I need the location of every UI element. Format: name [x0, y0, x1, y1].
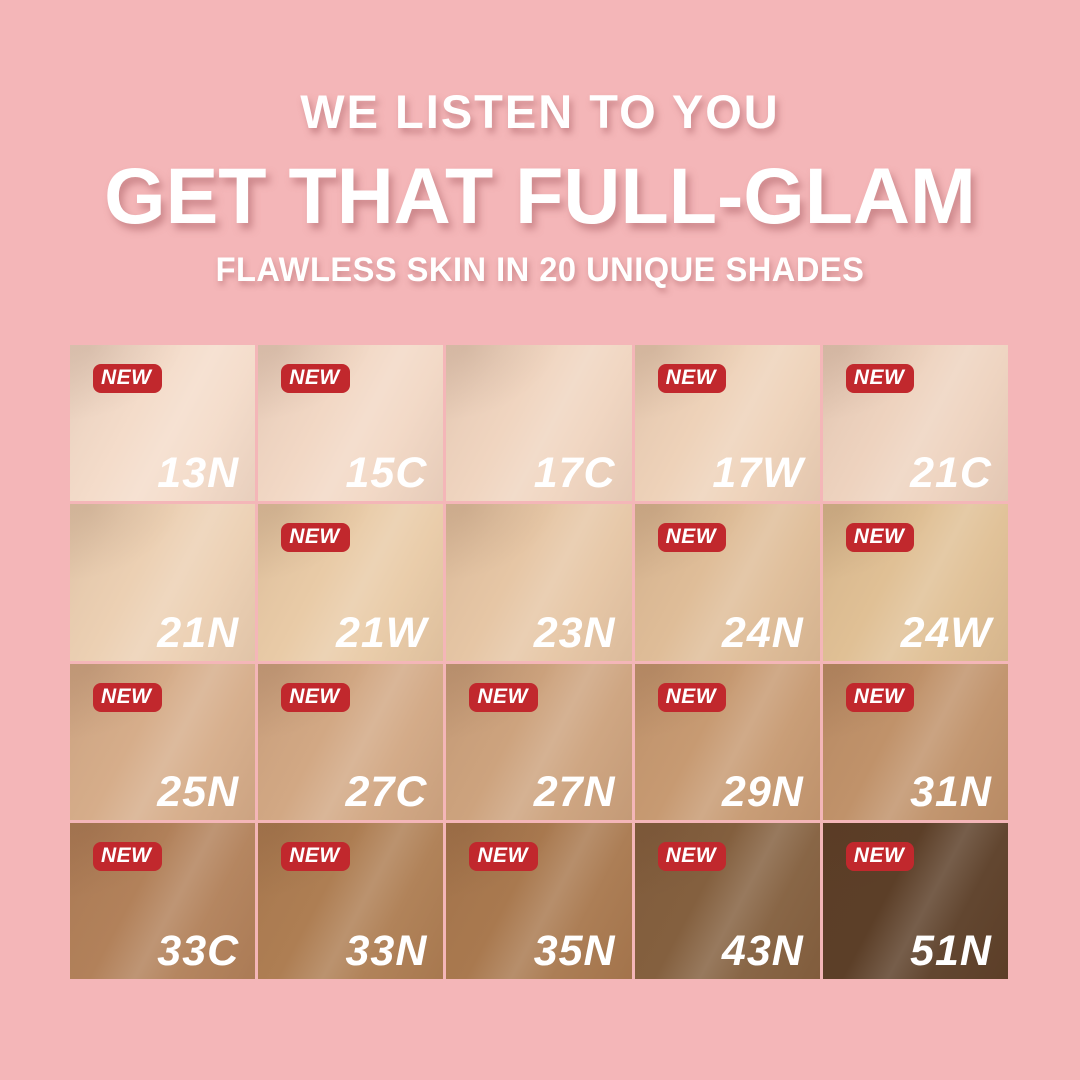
shade-swatch-15c: NEW 15C	[258, 345, 444, 502]
shade-label: 13N	[157, 449, 240, 498]
shade-grid: NEW 13N NEW 15C 17C NEW 17W NEW 21C 21N NEW 21W 23N N…	[70, 345, 1008, 979]
shade-label: 27C	[345, 767, 428, 816]
shade-swatch-27n: NEW 27N	[446, 663, 632, 820]
shade-swatch-21c: NEW 21C	[822, 345, 1008, 502]
new-badge: NEW	[657, 364, 727, 394]
headline-line1: WE LISTEN TO YOU	[300, 85, 780, 138]
new-badge: NEW	[281, 682, 350, 712]
new-badge: NEW	[657, 841, 727, 871]
shade-label: 24N	[721, 608, 804, 657]
new-badge: NEW	[469, 682, 538, 712]
headline-line2: GET THAT FULL-GLAM	[104, 151, 976, 240]
new-badge: NEW	[93, 841, 162, 871]
new-badge: NEW	[281, 523, 350, 553]
shade-swatch-21n: 21N	[70, 504, 256, 661]
shade-swatch-35n: NEW 35N	[446, 822, 632, 979]
shade-swatch-27c: NEW 27C	[258, 663, 444, 820]
shade-label: 43N	[721, 927, 804, 975]
shade-label: 15C	[345, 449, 428, 498]
shade-swatch-17w: NEW 17W	[634, 345, 820, 502]
shade-swatch-31n: NEW 31N	[822, 663, 1008, 820]
shade-label: 24W	[900, 608, 992, 657]
shade-label: 21C	[910, 449, 992, 498]
shade-label: 33C	[157, 927, 240, 975]
new-badge: NEW	[845, 841, 915, 871]
new-badge: NEW	[93, 364, 162, 394]
shade-swatch-24n: NEW 24N	[634, 504, 820, 661]
shade-label: 25N	[157, 767, 240, 816]
shade-label: 21N	[157, 608, 240, 657]
headline-subtitle: FLAWLESS SKIN IN 20 UNIQUE SHADES	[215, 251, 865, 289]
shade-label: 27N	[533, 767, 616, 816]
shade-label: 23N	[533, 608, 616, 657]
shade-label: 51N	[910, 927, 992, 975]
shade-swatch-29n: NEW 29N	[634, 663, 820, 820]
new-badge: NEW	[845, 682, 915, 712]
shade-swatch-13n: NEW 13N	[70, 345, 256, 502]
new-badge: NEW	[93, 682, 162, 712]
shade-label: 21W	[335, 608, 428, 657]
new-badge: NEW	[281, 364, 350, 394]
shade-label: 33N	[345, 927, 428, 975]
shade-swatch-21w: NEW 21W	[258, 504, 444, 661]
shade-swatch-33n: NEW 33N	[258, 822, 444, 979]
shade-label: 17C	[533, 449, 616, 498]
new-badge: NEW	[845, 364, 915, 394]
shade-label: 35N	[533, 927, 616, 975]
shade-swatch-33c: NEW 33C	[70, 822, 256, 979]
shade-swatch-51n: NEW 51N	[822, 822, 1008, 979]
shade-label: 31N	[910, 767, 992, 816]
new-badge: NEW	[845, 523, 915, 553]
shade-swatch-24w: NEW 24W	[822, 504, 1008, 661]
shade-label: 29N	[721, 767, 804, 816]
new-badge: NEW	[469, 841, 538, 871]
new-badge: NEW	[657, 682, 727, 712]
shade-swatch-43n: NEW 43N	[634, 822, 820, 979]
shade-swatch-23n: 23N	[446, 504, 632, 661]
shade-swatch-17c: 17C	[446, 345, 632, 502]
shade-label: 17W	[712, 449, 804, 498]
new-badge: NEW	[657, 523, 727, 553]
shade-swatch-25n: NEW 25N	[70, 663, 256, 820]
new-badge: NEW	[281, 841, 350, 871]
